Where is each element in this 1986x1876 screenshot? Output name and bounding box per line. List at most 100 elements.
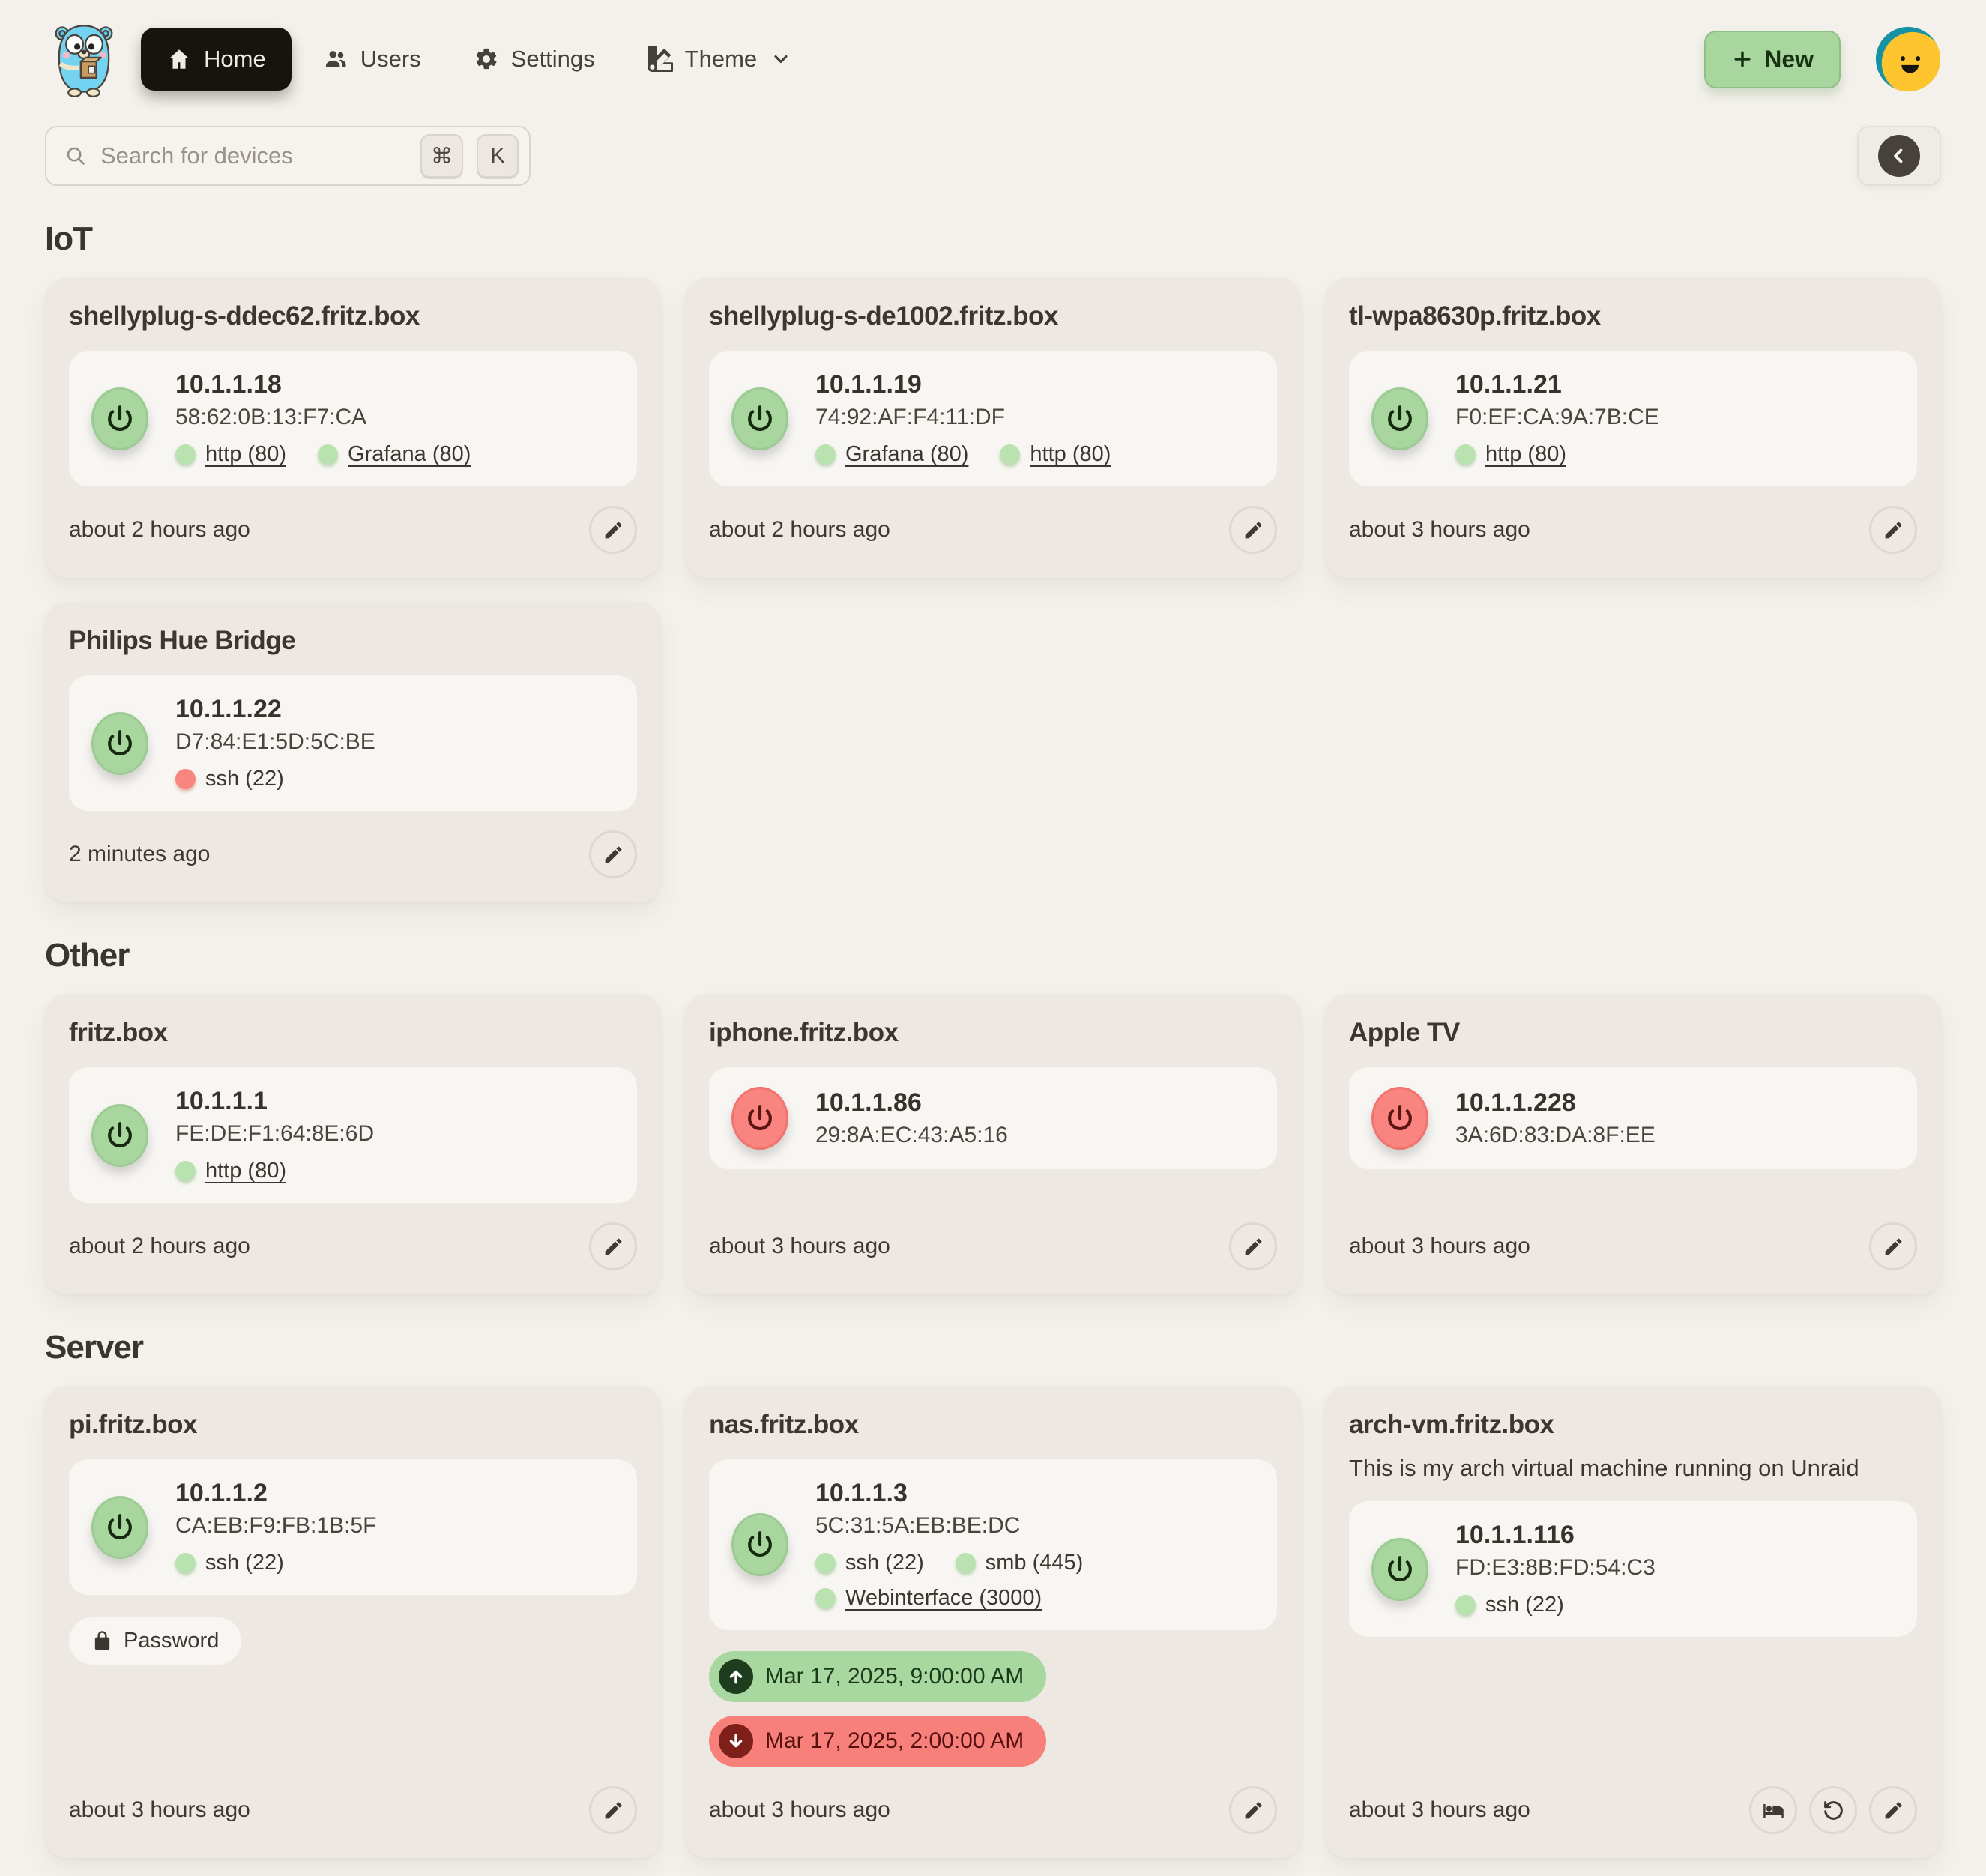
- power-button[interactable]: [91, 711, 148, 775]
- sort-order-button[interactable]: [1857, 126, 1941, 186]
- card-footer: about 2 hours ago: [69, 486, 637, 554]
- sleep-icon: [1763, 1800, 1784, 1821]
- last-seen-text: about 3 hours ago: [1349, 1797, 1530, 1822]
- restart-icon: [1823, 1800, 1844, 1821]
- last-seen-text: about 2 hours ago: [69, 1234, 250, 1258]
- power-button[interactable]: [91, 387, 148, 450]
- nav-item-home[interactable]: Home: [141, 28, 292, 91]
- device-section: Server pi.fritz.box 10.1.1.2 CA:EB:F9:FB…: [45, 1329, 1941, 1858]
- port-label: http (80): [205, 442, 286, 466]
- card-footer: about 3 hours ago: [709, 1767, 1277, 1834]
- power-button[interactable]: [91, 1495, 148, 1559]
- nav-item-theme[interactable]: Theme: [627, 29, 812, 89]
- edit-button[interactable]: [1869, 1786, 1917, 1834]
- port-link[interactable]: http (80): [175, 1159, 286, 1183]
- edit-button[interactable]: [589, 1222, 637, 1270]
- nav-right: New: [1704, 26, 1941, 92]
- port-status-dot: [175, 1161, 196, 1181]
- edit-button[interactable]: [589, 506, 637, 554]
- port-link[interactable]: http (80): [1000, 442, 1111, 467]
- search-input[interactable]: [99, 142, 407, 170]
- last-seen-text: about 3 hours ago: [709, 1797, 890, 1822]
- arrow-up-icon: [726, 1667, 746, 1686]
- port-status-dot: [815, 1588, 836, 1608]
- edit-button[interactable]: [589, 830, 637, 878]
- user-avatar[interactable]: [1875, 26, 1941, 92]
- edit-button[interactable]: [1869, 1222, 1917, 1270]
- power-button[interactable]: [91, 1103, 148, 1167]
- port-link[interactable]: Webinterface (3000): [815, 1586, 1042, 1611]
- restart-button[interactable]: [1809, 1786, 1857, 1834]
- device-network-info: 10.1.1.18 58:62:0B:13:F7:CA http (80) Gra…: [175, 370, 471, 467]
- shutdown-schedule-badge: Mar 17, 2025, 2:00:00 AM: [709, 1716, 1047, 1767]
- edit-icon: [603, 1800, 624, 1821]
- device-name: shellyplug-s-de1002.fritz.box: [709, 301, 1058, 331]
- power-button[interactable]: [731, 1087, 788, 1150]
- device-name: shellyplug-s-ddec62.fritz.box: [69, 301, 420, 331]
- power-icon: [1385, 404, 1415, 434]
- plus-icon: [1731, 48, 1754, 70]
- power-button[interactable]: [731, 1513, 788, 1576]
- edit-button[interactable]: [1229, 1222, 1277, 1270]
- port-link[interactable]: Grafana (80): [318, 442, 471, 467]
- port-status-dot: [1000, 444, 1021, 465]
- sleep-button[interactable]: [1749, 1786, 1797, 1834]
- app-logo-gopher[interactable]: [45, 17, 123, 101]
- wake-schedule-badge: Mar 17, 2025, 9:00:00 AM: [709, 1651, 1047, 1702]
- card-actions: [589, 830, 637, 878]
- edit-icon: [603, 519, 624, 541]
- port-link[interactable]: http (80): [1455, 442, 1566, 467]
- port-status: smb (445): [955, 1551, 1083, 1575]
- edit-button[interactable]: [1869, 506, 1917, 554]
- edit-button[interactable]: [1229, 1786, 1277, 1834]
- edit-button[interactable]: [589, 1786, 637, 1834]
- port-status-dot: [1455, 1595, 1476, 1615]
- port-link[interactable]: http (80): [175, 442, 286, 467]
- device-ip: 10.1.1.86: [815, 1088, 922, 1117]
- new-button-label: New: [1764, 45, 1814, 73]
- card-footer: about 3 hours ago: [1349, 486, 1917, 554]
- device-schedules: Mar 17, 2025, 9:00:00 AM Mar 17, 2025, 2:…: [709, 1651, 1277, 1767]
- nav-item-users[interactable]: Users: [302, 29, 442, 89]
- lock-icon: [91, 1630, 113, 1652]
- device-card: fritz.box 10.1.1.1 FE:DE:F1:64:8E:6D htt…: [45, 994, 661, 1294]
- device-name: tl-wpa8630p.fritz.box: [1349, 301, 1601, 331]
- device-card: nas.fritz.box 10.1.1.3 5C:31:5A:EB:BE:DC…: [685, 1386, 1301, 1858]
- port-label: ssh (22): [205, 1551, 284, 1575]
- last-seen-text: about 2 hours ago: [709, 517, 890, 542]
- power-button[interactable]: [731, 387, 788, 450]
- device-ip: 10.1.1.19: [815, 370, 922, 399]
- port-label: Grafana (80): [845, 442, 969, 466]
- new-device-button[interactable]: New: [1704, 30, 1841, 88]
- chevron-left-icon: [1888, 145, 1910, 167]
- nav-item-label: Theme: [684, 46, 758, 72]
- edit-icon: [1883, 1800, 1904, 1821]
- kbd-k-key: K: [477, 134, 519, 178]
- device-mac: CA:EB:F9:FB:1B:5F: [175, 1513, 377, 1538]
- port-status-dot: [318, 444, 338, 465]
- port-label: http (80): [1030, 442, 1111, 466]
- device-network-info: 10.1.1.228 3A:6D:83:DA:8F:EE: [1455, 1088, 1655, 1148]
- nav-item-label: Home: [204, 46, 266, 72]
- power-button[interactable]: [1371, 387, 1428, 450]
- device-status-box: 10.1.1.1 FE:DE:F1:64:8E:6D http (80): [69, 1067, 637, 1203]
- power-button[interactable]: [1371, 1087, 1428, 1150]
- device-ports: ssh (22): [175, 1551, 376, 1575]
- power-button[interactable]: [1371, 1537, 1428, 1601]
- power-icon: [1385, 1103, 1415, 1133]
- last-seen-text: 2 minutes ago: [69, 842, 211, 866]
- port-link[interactable]: Grafana (80): [815, 442, 968, 467]
- card-actions: [589, 506, 637, 554]
- nav-item-label: Settings: [510, 46, 595, 72]
- card-footer: about 3 hours ago: [709, 1203, 1277, 1270]
- card-actions: [1229, 1786, 1277, 1834]
- power-icon: [105, 1121, 135, 1150]
- device-status-box: 10.1.1.22 D7:84:E1:5D:5C:BE ssh (22): [69, 675, 637, 811]
- device-network-info: 10.1.1.21 F0:EF:CA:9A:7B:CE http (80): [1455, 370, 1659, 467]
- device-ports: http (80): [1455, 442, 1659, 467]
- edit-button[interactable]: [1229, 506, 1277, 554]
- card-actions: [1869, 506, 1917, 554]
- nav-item-settings[interactable]: Settings: [453, 29, 616, 89]
- device-ip: 10.1.1.21: [1455, 370, 1562, 399]
- device-card: shellyplug-s-ddec62.fritz.box 10.1.1.18 …: [45, 277, 661, 578]
